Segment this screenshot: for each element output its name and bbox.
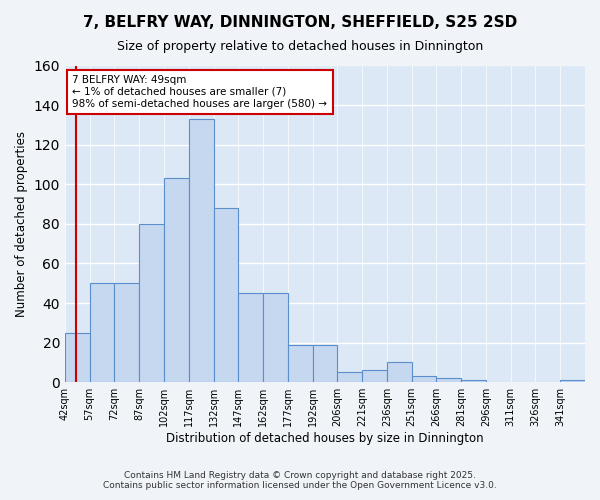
Bar <box>263 293 288 382</box>
Bar <box>65 332 89 382</box>
Bar <box>461 380 486 382</box>
Bar <box>214 208 238 382</box>
Bar <box>362 370 387 382</box>
Text: 7 BELFRY WAY: 49sqm
← 1% of detached houses are smaller (7)
98% of semi-detached: 7 BELFRY WAY: 49sqm ← 1% of detached hou… <box>73 76 328 108</box>
Bar <box>139 224 164 382</box>
Y-axis label: Number of detached properties: Number of detached properties <box>15 131 28 317</box>
Bar <box>189 119 214 382</box>
Bar <box>387 362 412 382</box>
Bar <box>115 283 139 382</box>
Text: Contains HM Land Registry data © Crown copyright and database right 2025.
Contai: Contains HM Land Registry data © Crown c… <box>103 470 497 490</box>
Text: 7, BELFRY WAY, DINNINGTON, SHEFFIELD, S25 2SD: 7, BELFRY WAY, DINNINGTON, SHEFFIELD, S2… <box>83 15 517 30</box>
Bar <box>288 344 313 382</box>
Text: Size of property relative to detached houses in Dinnington: Size of property relative to detached ho… <box>117 40 483 53</box>
Bar <box>436 378 461 382</box>
Bar <box>238 293 263 382</box>
Bar <box>337 372 362 382</box>
Bar <box>412 376 436 382</box>
Bar <box>89 283 115 382</box>
Bar <box>164 178 189 382</box>
Bar <box>313 344 337 382</box>
X-axis label: Distribution of detached houses by size in Dinnington: Distribution of detached houses by size … <box>166 432 484 445</box>
Bar <box>560 380 585 382</box>
